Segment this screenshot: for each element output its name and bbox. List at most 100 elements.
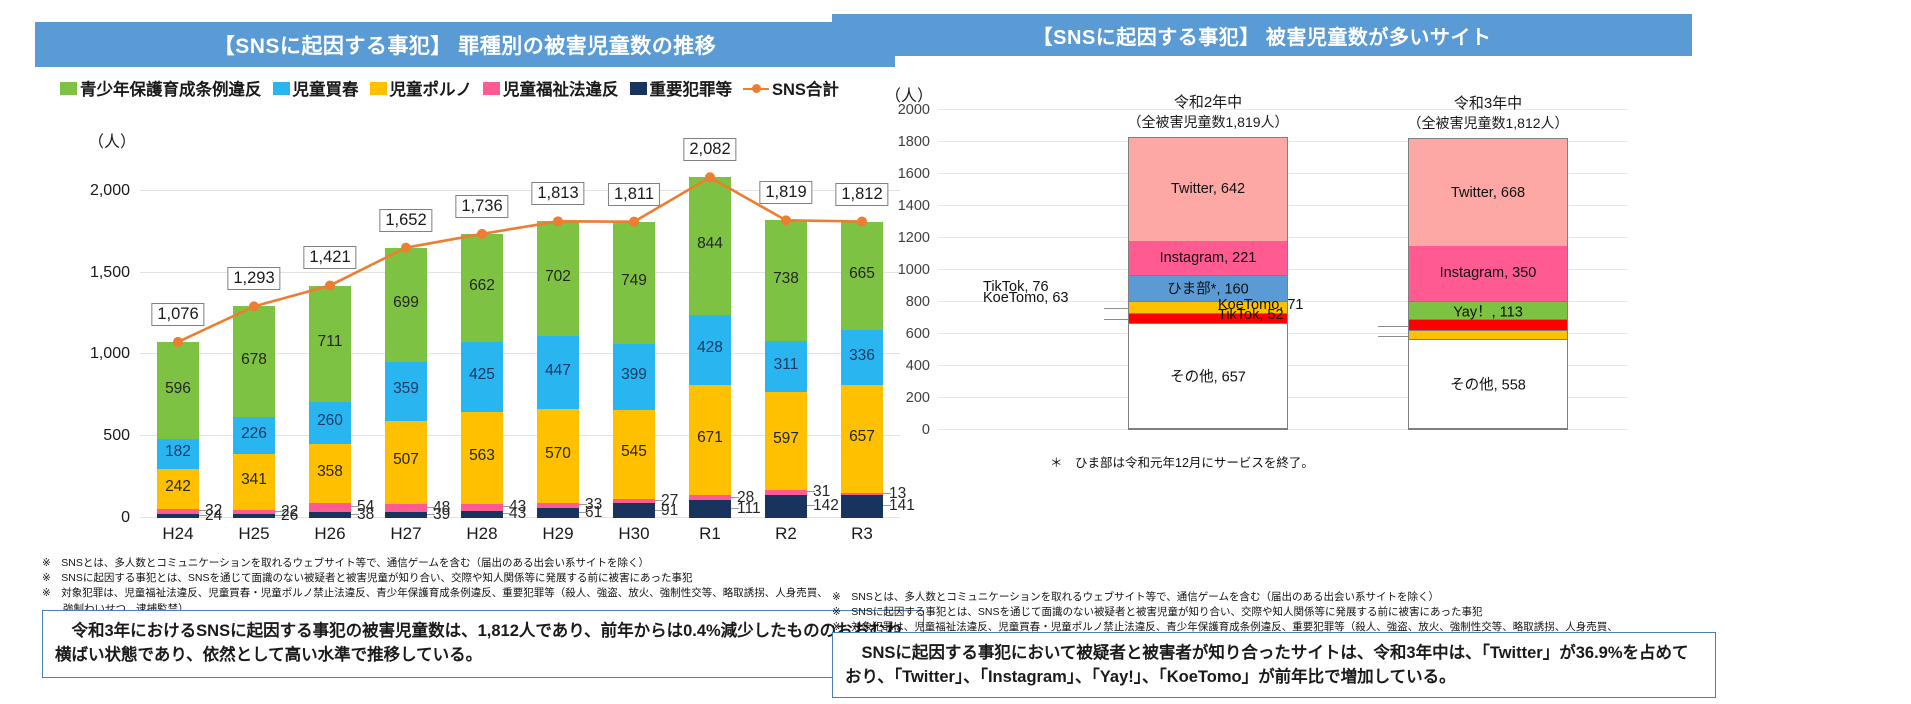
left-bar-segment: 671 (689, 385, 731, 496)
left-segment-value: 597 (773, 429, 799, 447)
left-x-label: R3 (851, 524, 873, 543)
left-bar-segment: 260 (309, 401, 351, 445)
left-stacked-bar[interactable]: 570 447 702 (537, 221, 579, 518)
left-y-axis-unit: （人） (88, 134, 137, 151)
right-y-tick: 1000 (897, 262, 930, 278)
left-stacked-bar[interactable]: 563 425 662 (461, 233, 503, 518)
left-x-label: R1 (699, 524, 721, 543)
left-leader-line (427, 513, 435, 515)
left-bar-segment (461, 503, 503, 511)
left-leader-line (351, 513, 359, 515)
left-segment-value-outside: 39 (433, 505, 451, 523)
legend-item-4: 重要犯罪等 (629, 76, 732, 100)
left-segment-value: 657 (849, 428, 875, 446)
left-segment-value-outside: 32 (205, 502, 223, 520)
left-footnotes: ※ SNSとは、多人数とコミュニケーションを取れるウェブサイト等で、通信ゲームを… (42, 557, 828, 615)
left-bar-segment: 702 (537, 221, 579, 337)
left-segment-value-outside: 26 (281, 506, 299, 524)
left-x-label: H26 (314, 524, 346, 543)
left-segment-value: 226 (241, 424, 267, 442)
left-leader-line (579, 504, 587, 506)
left-x-label: R2 (775, 524, 797, 543)
left-bar-segment (233, 513, 275, 518)
left-bar-segment: 844 (689, 177, 731, 316)
right-stacked-column[interactable]: その他, 558 Yay！, 113 Instagram, 350 Twitter, … (1408, 138, 1568, 430)
left-x-label: H24 (162, 524, 194, 543)
right-callout-leader (1378, 325, 1408, 327)
right-column-segment: Twitter, 668 (1409, 139, 1567, 246)
left-stacked-bar[interactable]: 545 399 749 (613, 221, 655, 518)
legend-item-2: 児童ポルノ (369, 76, 473, 100)
right-column-segment: Yay！, 113 (1409, 301, 1567, 321)
right-gridline (938, 109, 1628, 110)
left-segment-value: 738 (773, 269, 799, 287)
right-column-segment (1129, 313, 1287, 324)
left-bar-segment: 182 (157, 439, 199, 470)
left-segment-value-outside: 33 (585, 496, 603, 514)
left-bar-slot: 657 336 665 141 13 1,812 (824, 158, 915, 518)
left-segment-value-outside: 111 (737, 499, 761, 517)
left-segment-value: 425 (469, 366, 495, 384)
right-y-tick: 1400 (897, 198, 930, 214)
left-bar-segment: 428 (689, 315, 731, 386)
left-stacked-bar[interactable]: 341 226 678 (233, 306, 275, 518)
legend-label: 児童ポルノ (389, 81, 473, 99)
left-stacked-bar[interactable]: 657 336 665 (841, 221, 883, 518)
left-bar-slot: 570 447 702 61 33 1,813 (520, 158, 602, 521)
left-segment-value: 545 (621, 443, 647, 461)
left-bar-segment: 711 (309, 285, 351, 402)
left-leader-line (503, 513, 511, 515)
left-bar-segment (689, 495, 731, 500)
right-column-header: 令和3年中 （全被害児童数1,812人） (1407, 94, 1568, 132)
left-stacked-bar[interactable]: 242 182 596 (157, 341, 199, 518)
left-bar-slot: 242 182 596 24 32 1,076 (140, 158, 222, 524)
left-segment-value-outside: 43 (509, 498, 527, 516)
left-bar-segment (613, 503, 655, 518)
left-segment-value-outside: 28 (737, 488, 755, 506)
left-bar-segment (841, 494, 883, 518)
right-stacked-column[interactable]: その他, 657 ひま部*, 160 Instagram, 221 Twitter, … (1128, 136, 1288, 430)
left-leader-line (351, 506, 359, 508)
right-column-subheading: （全被害児童数1,819人） (1127, 113, 1289, 130)
left-segment-value-outside: 61 (585, 504, 603, 521)
left-bar-segment: 425 (461, 342, 503, 412)
left-stacked-bar[interactable]: 597 311 738 (765, 220, 807, 518)
left-plot-area: 0 500 1,000 1,500 2,000 242 182 596 24 32 1,076 341… (90, 138, 915, 526)
left-leader-line (199, 510, 207, 512)
left-bar-segment (613, 498, 655, 504)
legend-swatch-icon (369, 81, 387, 95)
left-segment-value: 311 (773, 355, 799, 373)
legend-swatch-icon (60, 81, 77, 95)
left-stacked-bar[interactable]: 507 359 699 (385, 247, 427, 518)
left-segment-value: 702 (545, 267, 571, 285)
right-segment-label: Instagram, 350 (1439, 265, 1537, 282)
legend-line-marker-icon (743, 82, 769, 95)
left-segment-value: 428 (697, 339, 723, 357)
left-stacked-bar[interactable]: 358 260 711 (309, 285, 351, 518)
right-segment-label: Twitter, 668 (1450, 184, 1526, 201)
left-bar-segment: 596 (157, 341, 199, 440)
left-segment-value-outside: 31 (813, 483, 831, 501)
right-callout-leader (1378, 335, 1408, 337)
left-segment-value: 341 (241, 471, 267, 489)
right-callout-leader (1104, 318, 1128, 320)
right-y-tick: 200 (905, 390, 930, 406)
right-callout-label: TikTok, 76 (983, 278, 1049, 295)
left-leader-line (199, 515, 207, 517)
right-y-tick: 800 (905, 294, 930, 310)
right-callout-label: TikTok, 52 (1218, 306, 1284, 323)
left-segment-value-outside: 22 (281, 502, 299, 520)
left-segment-value: 242 (165, 478, 191, 496)
left-segment-value: 447 (545, 361, 571, 379)
left-x-axis-labels: H24 H25 H26 H27 H28 H29 H30 R1 R2 R3 (140, 524, 900, 544)
left-bar-slot: 597 311 738 142 31 1,819 (748, 158, 839, 518)
left-gridline (140, 353, 900, 355)
left-leader-line (579, 512, 587, 514)
left-leader-line (655, 509, 663, 511)
right-y-tick: 400 (905, 358, 930, 374)
legend-swatch-icon (483, 81, 500, 95)
left-stacked-bar[interactable]: 671 428 844 (689, 177, 731, 518)
left-segment-value-outside: 13 (889, 484, 907, 502)
legend-label: SNS合計 (772, 81, 839, 99)
left-bar-segment: 545 (613, 409, 655, 499)
